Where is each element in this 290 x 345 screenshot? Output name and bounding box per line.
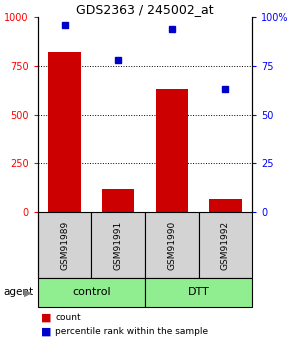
Text: count: count — [55, 313, 81, 322]
Title: GDS2363 / 245002_at: GDS2363 / 245002_at — [76, 3, 214, 16]
Text: ■: ■ — [41, 313, 51, 322]
Bar — [145, 278, 252, 307]
Bar — [48, 52, 81, 212]
Bar — [38, 278, 145, 307]
Bar — [199, 212, 252, 278]
Text: GSM91990: GSM91990 — [167, 220, 176, 269]
Bar — [91, 212, 145, 278]
Bar — [102, 189, 134, 212]
Text: GSM91992: GSM91992 — [221, 220, 230, 269]
Text: ▶: ▶ — [23, 287, 32, 297]
Text: percentile rank within the sample: percentile rank within the sample — [55, 327, 208, 336]
Bar — [156, 89, 188, 212]
Bar — [209, 198, 242, 212]
Text: DTT: DTT — [188, 287, 209, 297]
Text: GSM91991: GSM91991 — [114, 220, 123, 269]
Text: ■: ■ — [41, 326, 51, 336]
Text: control: control — [72, 287, 111, 297]
Text: GSM91989: GSM91989 — [60, 220, 69, 269]
Bar — [38, 212, 91, 278]
Text: agent: agent — [3, 287, 33, 297]
Bar — [145, 212, 199, 278]
